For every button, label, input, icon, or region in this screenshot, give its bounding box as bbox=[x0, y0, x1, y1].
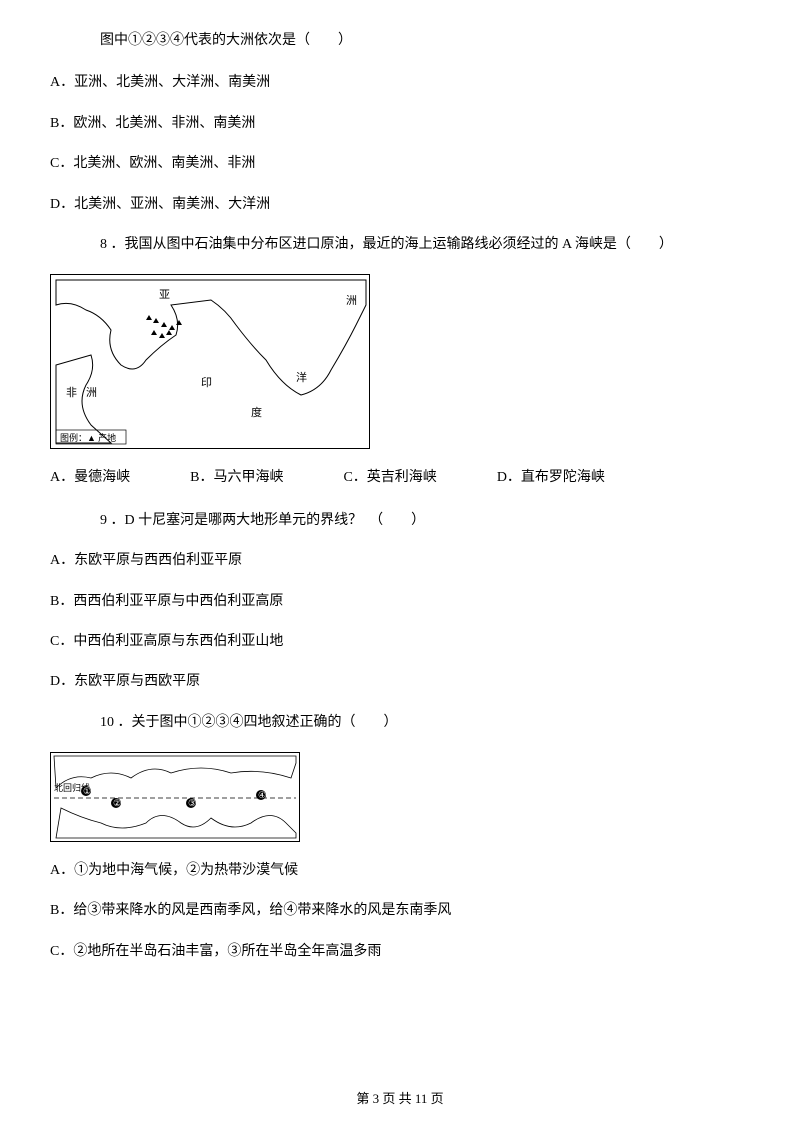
q10-option-c: C．②地所在半岛石油丰富，③所在半岛全年高温多雨 bbox=[50, 941, 750, 963]
q9-option-c: C．中西伯利亚高原与东西伯利亚山地 bbox=[50, 631, 750, 653]
q10-option-a: A．①为地中海气候，②为热带沙漠气候 bbox=[50, 860, 750, 882]
q8-stem: 8 ．我国从图中石油集中分布区进口原油，最近的海上运输路线必须经过的 A 海峡是… bbox=[50, 234, 750, 256]
q7-option-b: B．欧洲、北美洲、非洲、南美洲 bbox=[50, 113, 750, 135]
map1-label-africa2: 洲 bbox=[86, 385, 97, 403]
q10-option-b: B．给③带来降水的风是西南季风，给④带来降水的风是东南季风 bbox=[50, 900, 750, 922]
q7-option-d: D．北美洲、亚洲、南美洲、大洋洲 bbox=[50, 194, 750, 216]
q8-option-c: C．英吉利海峡 bbox=[343, 467, 436, 489]
map1-label-continent: 洲 bbox=[346, 293, 357, 311]
map1-label-ocean: 洋 bbox=[296, 370, 307, 388]
map2-m1: ① bbox=[83, 784, 91, 798]
map2-m2: ② bbox=[113, 796, 121, 810]
map1-label-du: 度 bbox=[251, 405, 262, 423]
q9-option-d: D．东欧平原与西欧平原 bbox=[50, 671, 750, 693]
map2-m3: ③ bbox=[188, 796, 196, 810]
q10-map: 北回归线 ① ② ③ ④ bbox=[50, 752, 300, 842]
q7-option-c: C．北美洲、欧洲、南美洲、非洲 bbox=[50, 153, 750, 175]
q8-option-a: A．曼德海峡 bbox=[50, 467, 130, 489]
q9-option-a: A．东欧平原与西西伯利亚平原 bbox=[50, 550, 750, 572]
q8-option-b: B．马六甲海峡 bbox=[190, 467, 283, 489]
map2-m4: ④ bbox=[258, 788, 266, 802]
map1-label-asia: 亚 bbox=[159, 287, 170, 305]
map1-label-africa1: 非 bbox=[66, 385, 77, 403]
q7-option-a: A．亚洲、北美洲、大洋洲、南美洲 bbox=[50, 72, 750, 94]
q8-map: 亚 洲 非 洲 印 度 洋 图例：▲ 产地 bbox=[50, 274, 370, 449]
q8-option-d: D．直布罗陀海峡 bbox=[497, 467, 605, 489]
q7-stem: 图中①②③④代表的大洲依次是（ ） bbox=[50, 30, 750, 52]
q9-stem: 9 ．D 十尼塞河是哪两大地形单元的界线？ （ ） bbox=[50, 510, 750, 532]
q10-stem: 10 ．关于图中①②③④四地叙述正确的（ ） bbox=[50, 712, 750, 734]
map1-label-india: 印 bbox=[201, 375, 212, 393]
q8-options-row: A．曼德海峡 B．马六甲海峡 C．英吉利海峡 D．直布罗陀海峡 bbox=[50, 467, 750, 489]
q9-option-b: B．西西伯利亚平原与中西伯利亚高原 bbox=[50, 591, 750, 613]
map1-legend: 图例：▲ 产地 bbox=[60, 431, 116, 445]
page-footer: 第 3 页 共 11 页 bbox=[0, 1089, 800, 1110]
